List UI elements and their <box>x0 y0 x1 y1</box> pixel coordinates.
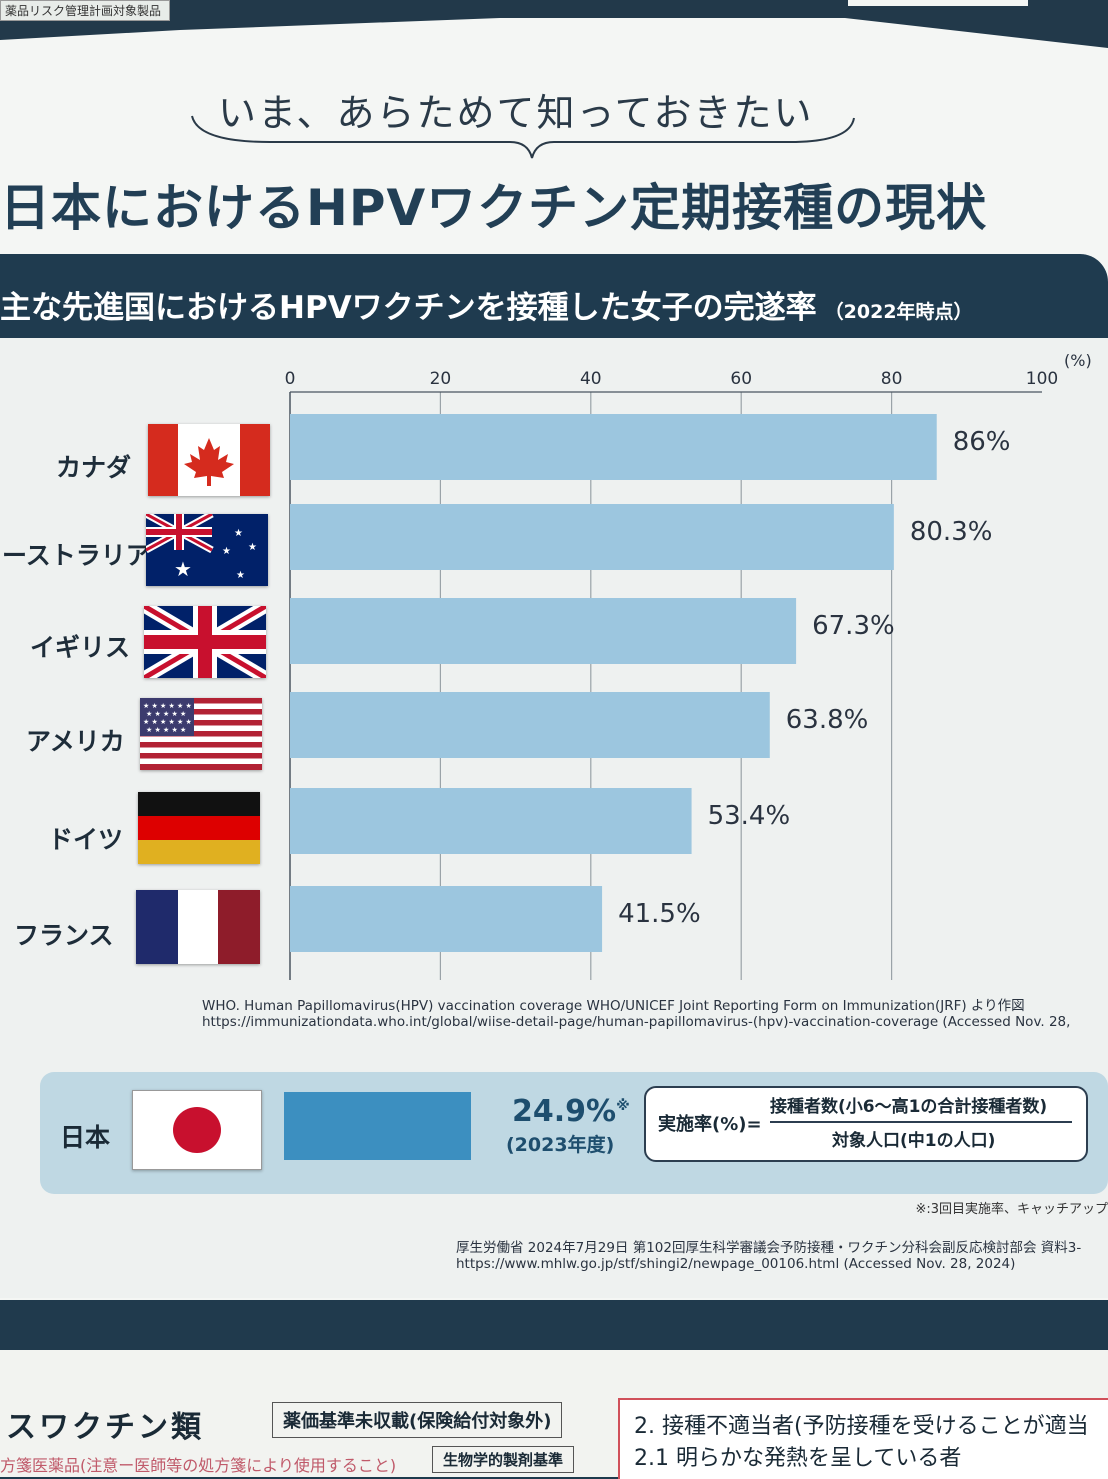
canada-flag-icon <box>148 424 270 496</box>
japan-value-mark: ※ <box>616 1098 630 1114</box>
section-banner <box>0 254 1108 350</box>
x-tick-label: 0 <box>285 369 296 389</box>
country-label-usa: アメリカ <box>26 727 125 756</box>
australia-flag-icon: ★ ★ ★ ★ ★ <box>146 514 268 586</box>
svg-text:★: ★ <box>234 528 243 539</box>
country-label-australia: ーストラリア <box>2 541 151 570</box>
japan-value: 24.9%※ <box>512 1094 630 1129</box>
bar-5 <box>290 886 603 952</box>
x-tick-label: 80 <box>881 369 903 389</box>
formula-lhs: 実施率(%)= <box>658 1114 762 1135</box>
svg-text:★ ★ ★ ★ ★ ★: ★ ★ ★ ★ ★ ★ <box>143 718 192 726</box>
japan-label: 日本 <box>60 1123 111 1152</box>
next-page-standard-box: 生物学的製剤基準 <box>432 1446 575 1473</box>
banner-title-sub: （2022年時点） <box>824 301 973 323</box>
france-flag-icon <box>136 890 260 964</box>
banner-title-main: 主な先進国におけるHPVワクチンを接種した女子の完遂率 <box>0 290 817 326</box>
formula-denominator: 対象人口(中1の人口) <box>832 1131 996 1151</box>
page-fold-shadow <box>0 1300 1108 1350</box>
next-page-warning-line1: 2. 接種不適当者(予防接種を受けることが適当 <box>634 1414 1089 1439</box>
bar-3 <box>290 692 770 758</box>
brace-decoration <box>191 115 855 159</box>
bar-0 <box>290 414 937 480</box>
formula-divider <box>770 1121 1072 1123</box>
x-axis-unit: (%) <box>1064 351 1092 370</box>
japan-year: (2023年度) <box>506 1134 615 1156</box>
bar-value-label: 63.8% <box>786 705 869 735</box>
banner-title: 主な先進国におけるHPVワクチンを接種した女子の完遂率 （2022年時点） <box>0 282 973 327</box>
formula-numerator: 接種者数(小6〜高1の合計接種者数) <box>770 1097 1048 1117</box>
bar-value-label: 53.4% <box>708 801 791 831</box>
usa-flag-icon: ★ ★ ★ ★ ★ ★ ★ ★ ★ ★ ★ ★ ★ ★ ★ ★ ★ ★ ★ ★ … <box>140 698 262 770</box>
footnote: ※:3回目実施率、キャッチアップ <box>915 1202 1108 1217</box>
country-label-uk: イギリス <box>30 633 131 662</box>
next-page-warning-box <box>618 1398 1108 1479</box>
page-title: 日本におけるHPVワクチン定期接種の現状 <box>0 179 988 237</box>
kicker-text: いま、あらためて知っておきたい <box>218 91 814 135</box>
bar-1 <box>290 504 894 570</box>
svg-text:★ ★ ★ ★ ★: ★ ★ ★ ★ ★ <box>146 710 186 718</box>
x-tick-label: 20 <box>430 369 452 389</box>
source-who-line2: https://immunizationdata.who.int/global/… <box>202 1014 1071 1030</box>
source-mhlw-line2: https://www.mhlw.go.jp/stf/shingi2/newpa… <box>456 1256 1016 1272</box>
next-page-warning-line2: 2.1 明らかな発熱を呈している者 <box>634 1446 962 1471</box>
svg-text:★: ★ <box>222 546 231 557</box>
country-label-canada: カナダ <box>56 453 132 482</box>
next-page-price-box: 薬価基準未収載(保険給付対象外) <box>272 1402 563 1438</box>
uk-flag-icon <box>144 606 266 678</box>
next-page-title: スワクチン類 <box>6 1410 204 1445</box>
japan-flag-icon <box>132 1090 262 1170</box>
svg-text:★: ★ <box>174 557 192 581</box>
x-tick-label: 100 <box>1026 369 1058 389</box>
x-tick-label: 60 <box>730 369 752 389</box>
bar-value-label: 67.3% <box>812 611 895 641</box>
source-mhlw-line1: 厚生労働省 2024年7月29日 第102回厚生科学審議会予防接種・ワクチン分科… <box>456 1240 1082 1256</box>
bar-4 <box>290 788 692 854</box>
svg-text:★ ★ ★ ★ ★ ★: ★ ★ ★ ★ ★ ★ <box>143 702 192 710</box>
svg-text:★: ★ <box>236 570 245 581</box>
svg-text:★: ★ <box>248 542 257 553</box>
bar-value-label: 41.5% <box>618 899 701 929</box>
formula-box: 実施率(%)= 接種者数(小6〜高1の合計接種者数) 対象人口(中1の人口) <box>644 1086 1088 1162</box>
bar-value-label: 86% <box>953 427 1011 457</box>
source-who-line1: WHO. Human Papillomavirus(HPV) vaccinati… <box>202 998 1025 1014</box>
bar-2 <box>290 598 797 664</box>
x-tick-label: 40 <box>580 369 602 389</box>
bar-value-label: 80.3% <box>910 517 993 547</box>
country-label-germany: ドイツ <box>48 825 124 854</box>
product-tag: 薬品リスク管理計画対象製品 <box>0 0 171 21</box>
country-label-france: フランス <box>14 921 114 950</box>
top-right-paper-edge <box>848 0 1028 6</box>
next-page-subtext: 方箋医薬品(注意ー医師等の処方箋により使用すること) <box>0 1456 397 1475</box>
japan-bar <box>284 1092 472 1160</box>
svg-text:★ ★ ★ ★ ★: ★ ★ ★ ★ ★ <box>146 726 186 734</box>
germany-flag-icon <box>138 792 260 864</box>
japan-value-text: 24.9% <box>512 1094 617 1129</box>
